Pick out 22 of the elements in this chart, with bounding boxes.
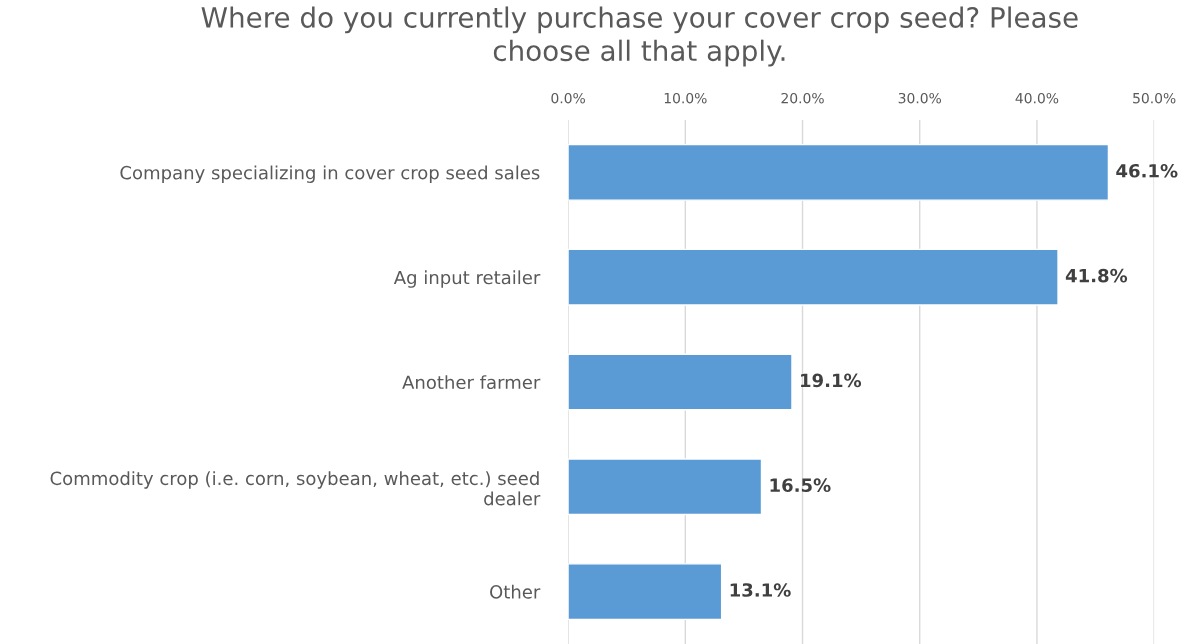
x-tick-label: 20.0%: [781, 92, 824, 104]
chart-title: Where do you currently purchase your cover crop seed? Please choose all that apply.: [201, 6, 1078, 67]
data-label: 41.8%: [1065, 268, 1128, 283]
x-tick-label: 30.0%: [898, 92, 942, 104]
y-tick-label: Ag input retailer: [393, 270, 541, 288]
x-tick-label: 40.0%: [1015, 92, 1059, 104]
x-tick-label: 0.0%: [551, 92, 585, 104]
data-label: 16.5%: [770, 478, 831, 493]
y-tick-label: Company specializing in cover crop seed sales: [120, 165, 540, 183]
bar: [568, 353, 793, 411]
y-tick-label: Another farmer: [402, 375, 541, 390]
bar: [568, 248, 1059, 306]
bar: [568, 458, 763, 516]
y-tick-label: Other: [490, 584, 541, 599]
data-label: 19.1%: [801, 373, 862, 388]
bar: [568, 143, 1110, 201]
y-tick-label: Commodity crop (i.e. corn, soybean, wheat, etc.) seed dealer: [50, 471, 541, 506]
x-tick-label: 50.0%: [1133, 92, 1176, 104]
x-tick-label: 10.0%: [664, 92, 707, 104]
data-label: 13.1%: [730, 583, 791, 597]
data-label: 46.1%: [1116, 163, 1178, 178]
bar: [568, 563, 723, 621]
